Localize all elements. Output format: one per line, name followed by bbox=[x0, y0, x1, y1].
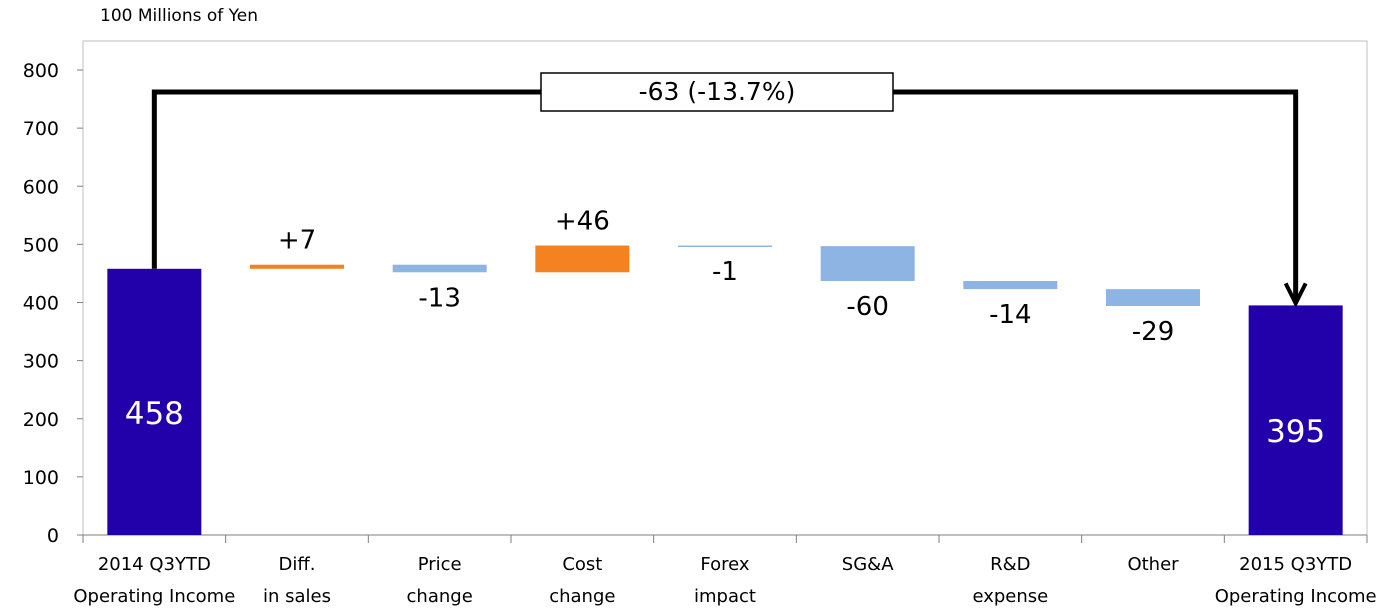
data-label: +7 bbox=[278, 226, 316, 256]
y-tick-label: 400 bbox=[23, 293, 59, 315]
bar-total bbox=[107, 268, 202, 535]
x-tick-label: expense bbox=[972, 586, 1048, 607]
x-tick-label: change bbox=[407, 586, 473, 607]
y-tick-label: 500 bbox=[23, 234, 59, 256]
bars bbox=[107, 245, 1343, 535]
y-tick-label: 0 bbox=[47, 525, 59, 547]
bracket-right bbox=[893, 89, 1299, 300]
annotation-box bbox=[540, 72, 894, 112]
arrow-head bbox=[1283, 282, 1308, 308]
x-tick-label: in sales bbox=[263, 586, 331, 607]
bracket-left bbox=[151, 89, 541, 269]
bar-decrease bbox=[678, 245, 772, 248]
x-tick-label: 2014 Q3YTD bbox=[98, 554, 211, 575]
plot-area bbox=[82, 40, 1368, 536]
x-tick-label: Forex bbox=[700, 554, 749, 575]
data-label: -13 bbox=[418, 283, 460, 313]
unit-label: 100 Millions of Yen bbox=[100, 6, 258, 26]
bar-total bbox=[1248, 305, 1343, 535]
data-label: -29 bbox=[1132, 317, 1174, 347]
bar-increase bbox=[250, 264, 344, 269]
y-tick-label: 600 bbox=[23, 176, 59, 198]
data-label: 458 bbox=[125, 396, 184, 432]
x-tick-label: Price bbox=[418, 554, 462, 575]
x-tick-label: Operating Income bbox=[73, 586, 235, 607]
data-label: +46 bbox=[555, 207, 610, 237]
change-annotation: -63 (-13.7%) bbox=[151, 72, 1308, 308]
y-tick-label: 800 bbox=[23, 60, 59, 82]
x-tick-label: SG&A bbox=[842, 554, 894, 575]
x-tick-label: Other bbox=[1127, 554, 1179, 575]
x-tick-label: 2015 Q3YTD bbox=[1239, 554, 1352, 575]
x-tick-label: Cost bbox=[562, 554, 602, 575]
y-tick-label: 200 bbox=[23, 409, 59, 431]
bar-decrease bbox=[963, 280, 1058, 290]
x-tick-label: R&D bbox=[990, 554, 1030, 575]
y-tick-label: 700 bbox=[23, 118, 59, 140]
data-label: -60 bbox=[846, 292, 888, 322]
data-label: -14 bbox=[989, 300, 1031, 330]
y-tick-label: 300 bbox=[23, 351, 59, 373]
x-tick-label: Operating Income bbox=[1215, 586, 1377, 607]
y-tick-label: 100 bbox=[23, 467, 59, 489]
bar-labels: 458 +7 -13 +46 -1 -60 -14 -29 395 bbox=[125, 207, 1326, 451]
bar-decrease bbox=[1106, 289, 1200, 306]
data-label: -1 bbox=[712, 257, 738, 287]
x-tick-label: impact bbox=[694, 586, 756, 607]
annotation-text: -63 (-13.7%) bbox=[639, 77, 796, 106]
bar-increase bbox=[535, 245, 630, 273]
y-axis: 0 100 200 300 400 500 600 700 800 bbox=[23, 60, 83, 547]
x-tick-label: Diff. bbox=[279, 554, 316, 575]
x-tick-label: change bbox=[549, 586, 615, 607]
bar-decrease bbox=[820, 246, 915, 281]
x-axis: 2014 Q3YTD Operating Income Diff. in sales P… bbox=[73, 534, 1377, 607]
plot-frame bbox=[82, 40, 1368, 536]
data-label: 395 bbox=[1266, 414, 1325, 450]
bar-decrease bbox=[392, 264, 487, 273]
